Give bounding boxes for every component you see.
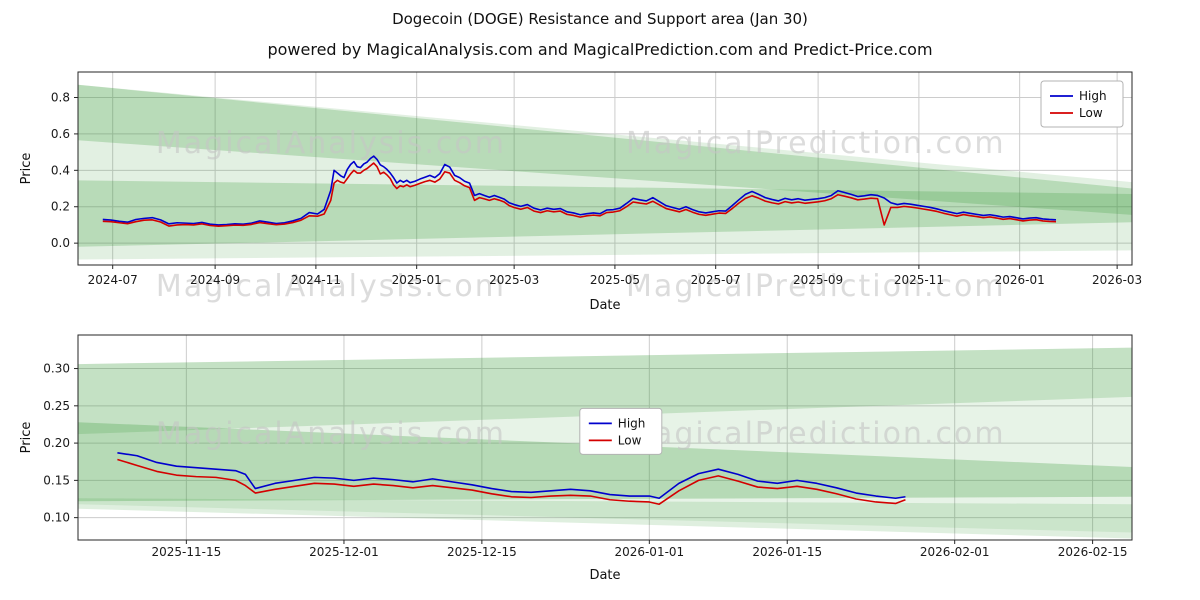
legend: High Low <box>579 407 663 455</box>
y-axis-label: Price <box>19 153 34 185</box>
legend-label-high: High <box>618 416 646 430</box>
x-tick-label: 2025-11 <box>894 273 944 287</box>
y-tick-label: 0.20 <box>43 436 70 450</box>
legend-label-low: Low <box>1079 106 1103 120</box>
watermark: MagicalAnalysis.com <box>156 269 506 304</box>
watermark: MagicalPrediction.com <box>626 126 1006 161</box>
y-tick-label: 0.6 <box>51 127 70 141</box>
x-tick-label: 2024-07 <box>88 273 138 287</box>
high-line <box>117 451 906 500</box>
y-tick-label: 0.0 <box>51 236 70 250</box>
support-resistance-bands <box>78 347 1132 539</box>
top-chart: MagicalAnalysis.com MagicalPrediction.com… <box>19 71 1142 313</box>
y-tick-label: 0.15 <box>43 473 70 487</box>
band-area <box>78 84 1132 260</box>
support-resistance-bands <box>78 84 1132 260</box>
low-line <box>102 162 1057 228</box>
x-axis-label: Date <box>589 298 620 313</box>
x-tick-label: 2026-01-15 <box>752 545 822 559</box>
y-tick-label: 0.4 <box>51 163 70 177</box>
x-tick-label: 2024-11 <box>291 273 341 287</box>
legend-box <box>579 407 663 455</box>
x-tick-label: 2026-02-15 <box>1058 545 1128 559</box>
watermark: MagicalAnalysis.com <box>156 126 506 161</box>
watermark: MagicalAnalysis.com <box>156 417 506 452</box>
x-tick-label: 2025-03 <box>489 273 539 287</box>
x-tick-label: 2026-01-01 <box>614 545 684 559</box>
x-tick-label: 2025-01 <box>392 273 442 287</box>
legend-label-high: High <box>1079 89 1107 103</box>
legend: High Low <box>1040 80 1124 128</box>
band-area <box>78 84 1132 215</box>
x-tick-label: 2026-02-01 <box>920 545 990 559</box>
x-tick-label: 2025-09 <box>793 273 843 287</box>
y-tick-label: 0.2 <box>51 200 70 214</box>
low-line <box>117 458 906 506</box>
x-tick-label: 2024-09 <box>190 273 240 287</box>
plot-border <box>77 71 1133 266</box>
y-tick-label: 0.30 <box>43 362 70 376</box>
watermark: MagicalPrediction.com <box>626 269 1006 304</box>
y-tick-label: 0.10 <box>43 511 70 525</box>
x-tick-label: 2025-12-15 <box>447 545 517 559</box>
band-area <box>78 498 1132 539</box>
x-tick-label: 2025-11-15 <box>151 545 221 559</box>
bottom-chart: MagicalAnalysis.com MagicalPrediction.com… <box>19 334 1133 583</box>
band-area <box>78 422 1132 502</box>
high-line <box>102 155 1057 226</box>
band-area <box>78 347 1132 435</box>
legend-label-low: Low <box>618 433 642 447</box>
x-tick-label: 2025-07 <box>691 273 741 287</box>
watermark: MagicalPrediction.com <box>626 417 1006 452</box>
x-tick-label: 2025-05 <box>590 273 640 287</box>
x-tick-label: 2026-03 <box>1092 273 1142 287</box>
figure-subtitle: powered by MagicalAnalysis.com and Magic… <box>267 40 933 59</box>
y-tick-label: 0.8 <box>51 90 70 104</box>
y-axis-label: Price <box>19 422 34 454</box>
x-tick-label: 2025-12-01 <box>309 545 379 559</box>
plot-border <box>77 334 1133 541</box>
x-axis-label: Date <box>589 568 620 583</box>
legend-box <box>1040 80 1124 128</box>
y-tick-label: 0.25 <box>43 399 70 413</box>
figure-title: Dogecoin (DOGE) Resistance and Support a… <box>392 10 808 28</box>
x-tick-label: 2026-01 <box>995 273 1045 287</box>
